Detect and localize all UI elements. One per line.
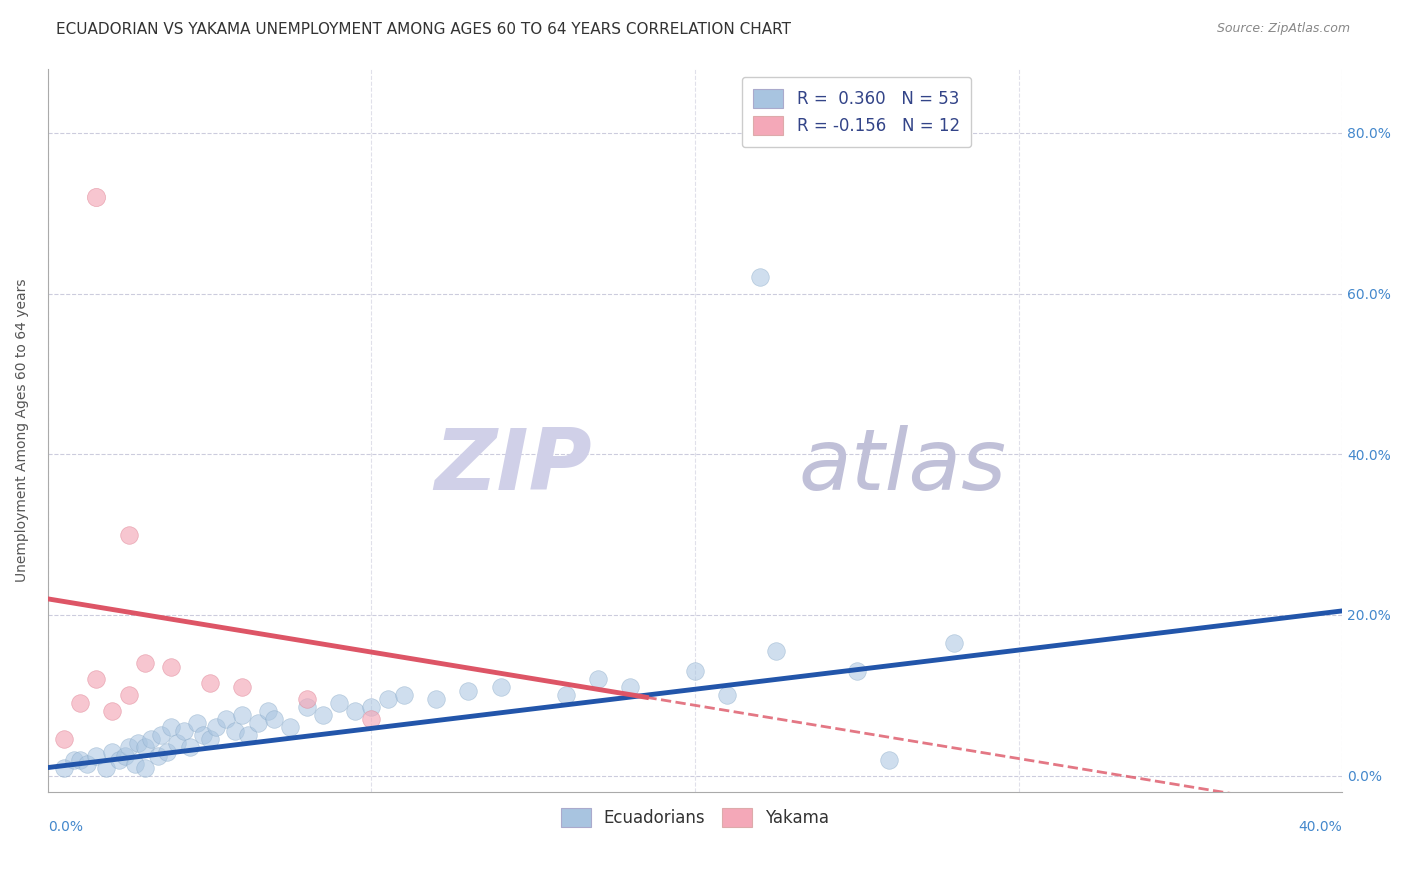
Point <box>114 748 136 763</box>
Point <box>231 680 253 694</box>
Text: 40.0%: 40.0% <box>1299 820 1343 834</box>
Point <box>84 672 107 686</box>
Point <box>198 676 221 690</box>
Point <box>69 753 91 767</box>
Point <box>765 644 787 658</box>
Point <box>84 748 107 763</box>
Point <box>280 720 302 734</box>
Point <box>127 736 149 750</box>
Text: atlas: atlas <box>799 425 1007 508</box>
Point <box>392 688 415 702</box>
Y-axis label: Unemployment Among Ages 60 to 64 years: Unemployment Among Ages 60 to 64 years <box>15 278 30 582</box>
Point <box>748 270 770 285</box>
Point <box>118 688 141 702</box>
Point <box>295 700 318 714</box>
Point <box>186 716 208 731</box>
Point <box>231 708 253 723</box>
Point <box>256 704 278 718</box>
Text: 0.0%: 0.0% <box>48 820 83 834</box>
Point <box>118 527 141 541</box>
Point <box>134 740 156 755</box>
Point <box>683 664 706 678</box>
Point <box>215 712 238 726</box>
Point <box>134 761 156 775</box>
Point <box>312 708 335 723</box>
Point <box>159 660 181 674</box>
Point <box>141 732 163 747</box>
Point <box>118 740 141 755</box>
Point <box>205 720 228 734</box>
Point <box>69 696 91 710</box>
Text: ZIP: ZIP <box>434 425 592 508</box>
Point <box>62 753 84 767</box>
Point <box>263 712 285 726</box>
Point <box>108 753 131 767</box>
Point <box>586 672 609 686</box>
Point <box>124 756 146 771</box>
Point <box>554 688 576 702</box>
Point <box>166 736 188 750</box>
Point <box>156 745 179 759</box>
Point <box>877 753 900 767</box>
Point <box>52 761 75 775</box>
Point <box>295 692 318 706</box>
Text: ECUADORIAN VS YAKAMA UNEMPLOYMENT AMONG AGES 60 TO 64 YEARS CORRELATION CHART: ECUADORIAN VS YAKAMA UNEMPLOYMENT AMONG … <box>56 22 792 37</box>
Point <box>84 190 107 204</box>
Point <box>344 704 367 718</box>
Point <box>360 712 382 726</box>
Point <box>328 696 350 710</box>
Point <box>101 745 124 759</box>
Point <box>150 728 173 742</box>
Point <box>159 720 181 734</box>
Point <box>377 692 399 706</box>
Point <box>360 700 382 714</box>
Point <box>198 732 221 747</box>
Point <box>489 680 512 694</box>
Point <box>224 724 246 739</box>
Point <box>238 728 260 742</box>
Point <box>942 636 965 650</box>
Point <box>173 724 195 739</box>
Point <box>716 688 738 702</box>
Point <box>457 684 479 698</box>
Point <box>191 728 214 742</box>
Point <box>179 740 201 755</box>
Point <box>52 732 75 747</box>
Point <box>619 680 641 694</box>
Point <box>94 761 117 775</box>
Text: Source: ZipAtlas.com: Source: ZipAtlas.com <box>1216 22 1350 36</box>
Point <box>845 664 868 678</box>
Point <box>134 656 156 670</box>
Legend: Ecuadorians, Yakama: Ecuadorians, Yakama <box>554 801 837 834</box>
Point <box>146 748 169 763</box>
Point <box>425 692 447 706</box>
Point <box>101 704 124 718</box>
Point <box>247 716 270 731</box>
Point <box>76 756 98 771</box>
